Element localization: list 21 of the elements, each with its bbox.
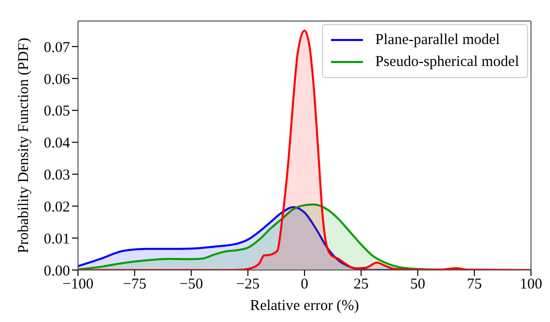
y-tick-label: 0.03 (44, 168, 70, 184)
x-tick-label: −75 (122, 276, 146, 293)
y-tick-label: 0.07 (44, 40, 70, 56)
y-tick-label: 0.05 (44, 104, 70, 120)
x-tick-label: 50 (410, 276, 426, 293)
x-tick-label: −50 (180, 276, 203, 293)
x-tick-label: −100 (62, 276, 94, 293)
x-tick-label: 25 (354, 276, 369, 293)
x-tick-label: 100 (520, 276, 542, 293)
x-axis-title: Relative error (%) (250, 298, 360, 314)
y-tick-label: 0.02 (44, 199, 70, 216)
y-tick-label: 0.06 (44, 72, 70, 88)
y-tick-label: 0.00 (44, 263, 70, 280)
x-tick-label: 75 (466, 276, 482, 293)
legend-label: Pseudo-spherical model (375, 53, 519, 72)
y-axis-title: Probability Density Function (PDF) (16, 38, 32, 254)
y-tick-label: 0.01 (44, 231, 70, 248)
x-tick-label: 0 (300, 276, 308, 293)
x-tick-label: −25 (236, 276, 260, 293)
legend-label: Plane-parallel model (375, 31, 500, 50)
y-tick-label: 0.04 (44, 136, 70, 152)
